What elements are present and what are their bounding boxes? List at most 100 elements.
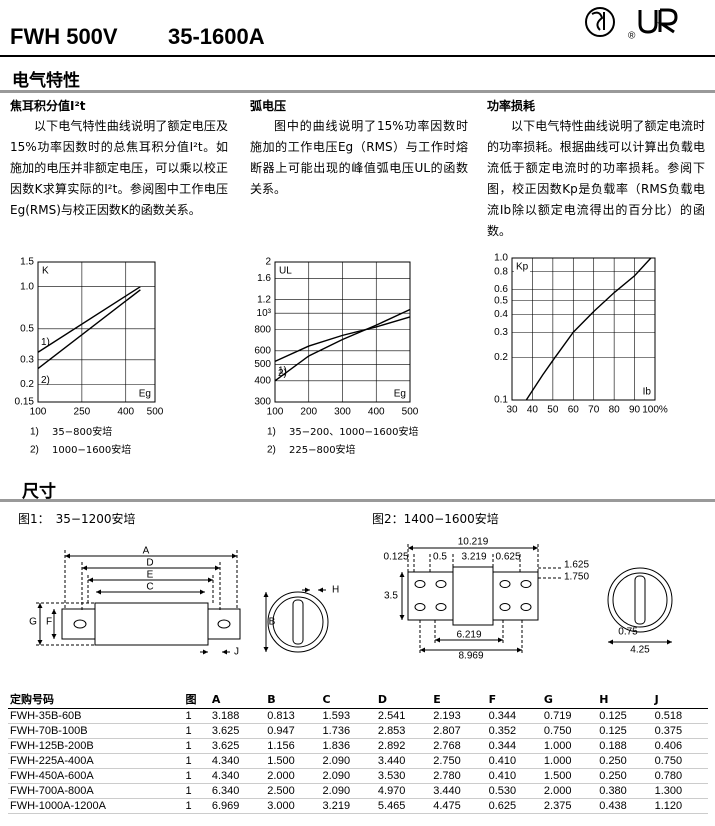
table-cell: FWH-1000A-1200A — [8, 798, 184, 814]
table-cell: 0.530 — [486, 783, 542, 799]
table-cell: 2.090 — [320, 753, 376, 769]
dimension-label: 0.125 — [383, 552, 408, 563]
table-cell: 3.219 — [320, 798, 376, 814]
y-axis-label: K — [42, 266, 49, 277]
table-cell: 2.541 — [375, 708, 432, 724]
table-cell: 3.625 — [209, 723, 266, 739]
table-cell: 0.719 — [541, 708, 598, 724]
plot-frame — [274, 261, 411, 403]
table-cell: 1 — [183, 783, 210, 799]
table-cell: 0.125 — [597, 708, 653, 724]
column-header: J — [652, 690, 708, 709]
x-tick-label: 90 — [629, 405, 641, 416]
figure-caption: 图1： 35−1200安培 — [18, 512, 136, 526]
column-heading: 焦耳积分值I²t — [10, 99, 86, 113]
product-range: 35-1600A — [168, 24, 265, 49]
x-tick-label: 200 — [300, 407, 317, 418]
table-row: FWH-1000A-1200A 1 6.969 3.000 3.219 5.465 4.47… — [8, 798, 708, 814]
table-cell: 1.120 — [652, 798, 708, 814]
y-tick-label: 300 — [254, 397, 271, 408]
y-tick-label: 2 — [265, 257, 271, 268]
table-cell: 2.000 — [265, 768, 321, 784]
dimension-label: 6.219 — [456, 630, 481, 641]
table-cell: 2.000 — [541, 783, 598, 799]
table-cell: 1.156 — [265, 738, 321, 754]
label-backdrop — [277, 264, 293, 276]
column-header: 定购号码 — [8, 690, 184, 709]
table-cell: 2.375 — [541, 798, 598, 814]
table-cell: 4.475 — [431, 798, 487, 814]
dimension-table: 定购号码图 A B C D E F G H J FWH-35B-60B 1 3.188 0.813 1.59… — [8, 690, 708, 814]
legend-label: 1000−1600安培 — [52, 443, 131, 456]
figure-2-drawing — [399, 544, 673, 654]
x-tick-label: 100 — [30, 407, 47, 418]
y-tick-label: 0.5 — [20, 323, 34, 334]
product-title: FWH 500V — [10, 24, 118, 49]
table-cell: 0.125 — [597, 723, 653, 739]
x-tick-label: 100% — [642, 405, 668, 416]
table-cell: 0.518 — [652, 708, 708, 724]
x-tick-label: 70 — [588, 405, 600, 416]
y-tick-label: 500 — [254, 359, 271, 370]
column-header: A — [209, 690, 266, 709]
series-line — [525, 257, 652, 401]
section-rule — [0, 499, 715, 502]
dimension-label: 0.625 — [495, 552, 520, 563]
legend-marker: 2) — [30, 445, 39, 456]
table-cell: 2.193 — [431, 708, 487, 724]
table-cell: 4.340 — [209, 768, 266, 784]
table-cell: 0.813 — [265, 708, 321, 724]
series-line — [274, 316, 411, 363]
dimension-label: 10.219 — [458, 537, 489, 548]
series-line — [37, 289, 141, 370]
table-cell: 2.807 — [431, 723, 487, 739]
legend-marker: 1) — [267, 427, 276, 438]
x-axis-label: Eg — [139, 389, 151, 400]
x-tick-label: 500 — [402, 407, 419, 418]
y-tick-label: 10³ — [257, 308, 272, 319]
y-tick-label: 1.6 — [257, 273, 271, 284]
table-cell: 3.000 — [265, 798, 321, 814]
column-header: F — [486, 690, 542, 709]
table-cell: 1 — [183, 798, 210, 814]
x-tick-label: 400 — [368, 407, 385, 418]
curve-label: 2) — [278, 368, 287, 379]
x-tick-label: 30 — [506, 405, 518, 416]
table-cell: 0.250 — [597, 768, 653, 784]
table-cell: 1 — [183, 723, 210, 739]
label-backdrop — [137, 387, 153, 399]
y-tick-label: 400 — [254, 375, 271, 386]
table-row: FWH-450A-600A 1 4.340 2.000 2.090 3.530 2.780 0… — [8, 768, 708, 784]
dimension-label: B — [269, 617, 276, 628]
dimension-label: G — [29, 617, 37, 628]
table-cell: 1.500 — [265, 753, 321, 769]
column-header: G — [541, 690, 598, 709]
dimension-label: 3.5 — [384, 591, 398, 602]
dimension-label: 3.219 — [461, 552, 486, 563]
table-cell: 2.090 — [320, 768, 376, 784]
x-tick-label: 80 — [609, 405, 621, 416]
table-cell: 6.969 — [209, 798, 266, 814]
dimension-label: C — [146, 582, 153, 593]
table-row: FWH-70B-100B 1 3.625 0.947 1.736 2.853 2.807 0.… — [8, 723, 708, 739]
dimension-label: 0.5 — [433, 552, 447, 563]
table-cell: 0.410 — [486, 768, 542, 784]
label-backdrop — [40, 264, 56, 276]
table-cell: 0.375 — [652, 723, 708, 739]
column-text: 图中的曲线说明了15%功率因数时施加的工作电压Eg（RMS）与工作时熔断器上可能… — [250, 119, 468, 196]
y-tick-label: 1.2 — [257, 294, 271, 305]
dimension-label: A — [143, 546, 150, 557]
section-rule — [0, 90, 715, 93]
x-tick-label: 60 — [568, 405, 580, 416]
table-cell: 0.344 — [486, 738, 542, 754]
table-cell: 1 — [183, 768, 210, 784]
label-backdrop — [514, 260, 530, 272]
dimension-label: 0.75 — [618, 627, 638, 638]
y-tick-label: 600 — [254, 345, 271, 356]
table-cell: 1.736 — [320, 723, 376, 739]
x-tick-label: 250 — [74, 407, 91, 418]
table-cell: 1.000 — [541, 753, 598, 769]
x-tick-label: 400 — [117, 407, 134, 418]
legend-label: 35−200、1000−1600安培 — [289, 425, 418, 438]
